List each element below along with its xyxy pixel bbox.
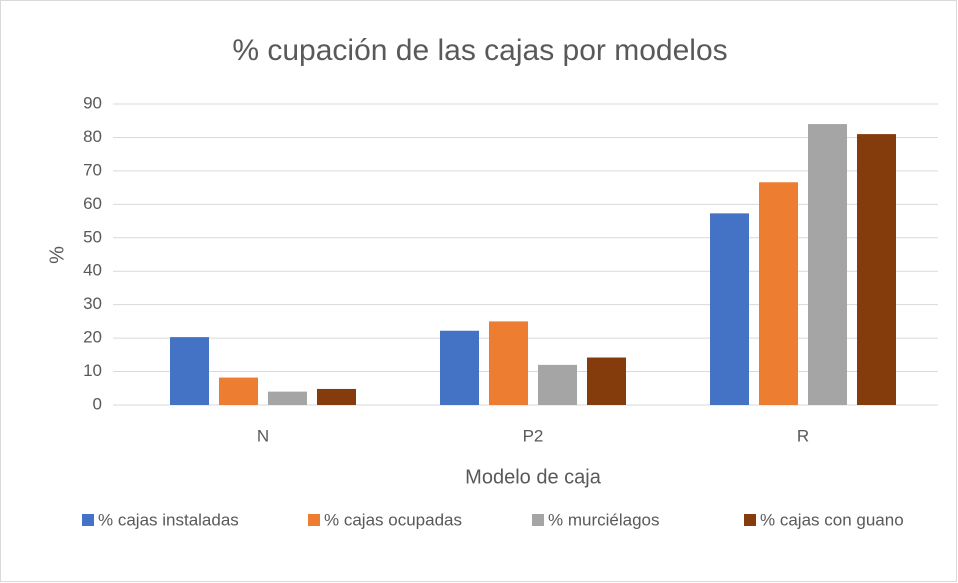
y-tick-label: 50	[83, 227, 102, 246]
bar	[219, 377, 258, 405]
legend-swatch	[744, 514, 756, 526]
bar	[587, 357, 626, 405]
y-tick-label: 60	[83, 194, 102, 213]
y-tick-label: 0	[93, 394, 102, 413]
y-tick-label: 10	[83, 361, 102, 380]
bar	[170, 337, 209, 405]
x-axis-label: Modelo de caja	[465, 466, 602, 488]
legend-label: % murciélagos	[548, 510, 660, 529]
x-tick-label: N	[257, 426, 269, 445]
legend-label: % cajas instaladas	[98, 510, 239, 529]
bar	[759, 182, 798, 405]
x-tick-label: R	[797, 426, 809, 445]
y-tick-label: 40	[83, 261, 102, 280]
x-tick-label: P2	[523, 426, 544, 445]
legend-swatch	[308, 514, 320, 526]
legend-label: % cajas con guano	[760, 510, 904, 529]
bar	[538, 364, 577, 405]
y-tick-label: 20	[83, 328, 102, 347]
y-tick-label: 70	[83, 160, 102, 179]
y-tick-label: 30	[83, 294, 102, 313]
bar	[857, 134, 896, 405]
y-axis-label: %	[46, 246, 68, 264]
y-tick-label: 90	[83, 93, 102, 112]
bar	[268, 391, 307, 405]
bar	[317, 388, 356, 405]
legend-swatch	[532, 514, 544, 526]
bar	[710, 213, 749, 405]
legend-label: % cajas ocupadas	[324, 510, 462, 529]
legend-swatch	[82, 514, 94, 526]
bar	[808, 124, 847, 406]
bar	[440, 330, 479, 405]
chart-title: % cupación de las cajas por modelos	[232, 34, 727, 67]
bar	[489, 321, 528, 405]
y-tick-label: 80	[83, 127, 102, 146]
